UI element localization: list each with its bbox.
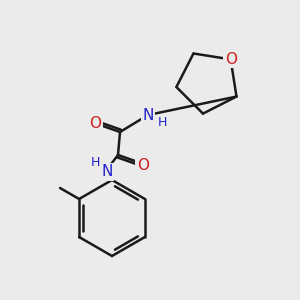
Text: O: O: [225, 52, 237, 67]
Text: O: O: [89, 116, 101, 130]
Text: N: N: [142, 107, 154, 122]
Text: H: H: [90, 155, 100, 169]
Text: O: O: [137, 158, 149, 172]
Text: H: H: [157, 116, 167, 130]
Text: N: N: [101, 164, 113, 179]
